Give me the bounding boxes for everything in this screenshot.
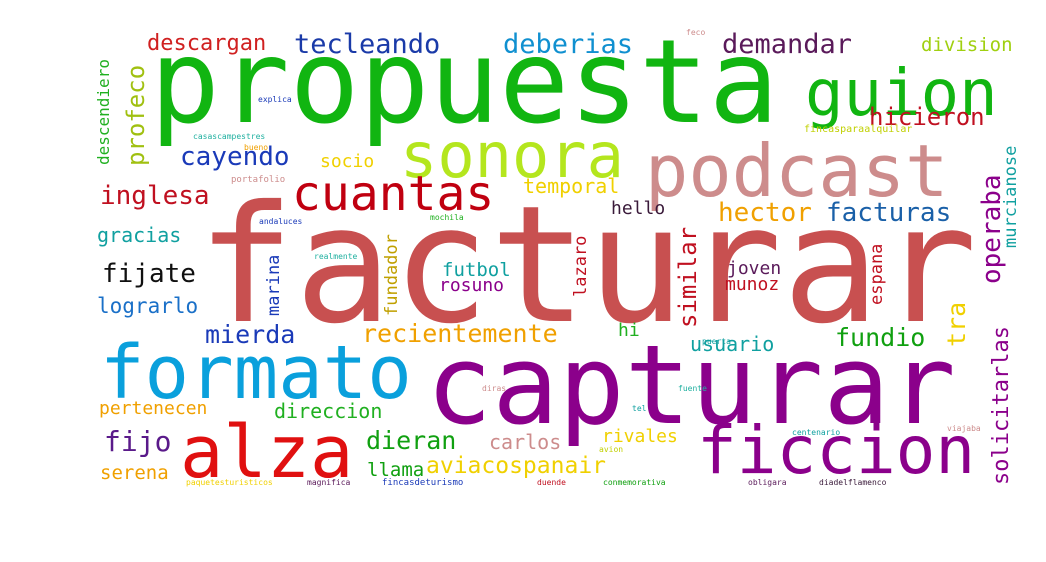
word-inglesa: inglesa <box>100 181 210 211</box>
word-espana: espana <box>867 243 887 305</box>
word-usuario: usuario <box>690 332 775 356</box>
word-alza: alza <box>180 410 354 494</box>
word-dieran: dieran <box>366 426 457 455</box>
word-capturar: capturar <box>426 321 956 449</box>
word-fijate: fijate <box>102 259 196 289</box>
word-division: division <box>921 34 1013 56</box>
word-paquetesturisticos: paquetesturisticos <box>186 478 273 487</box>
word-sonora: sonora <box>400 119 624 192</box>
word-realmente: realmente <box>314 252 358 261</box>
word-gracias: gracias <box>97 223 182 247</box>
word-puerta: puerta <box>702 337 731 346</box>
word-hi: hi <box>618 320 640 341</box>
word-carlos: carlos <box>489 430 562 454</box>
word-cayendo: cayendo <box>180 142 290 172</box>
word-fundio: fundio <box>835 323 926 352</box>
word-guion: guion <box>805 57 998 131</box>
word-hello: hello <box>611 198 666 219</box>
word-descendiero: descendiero <box>94 59 113 165</box>
word-explica: explica <box>258 95 292 104</box>
word-podcast: podcast <box>645 129 949 213</box>
word-fincasparaalquilar: fincasparaalquilar <box>804 124 913 135</box>
word-hicieron: hicieron <box>869 103 985 131</box>
word-propuesta: propuesta <box>150 15 779 150</box>
word-descargan: descargan <box>147 31 267 56</box>
word-serena: serena <box>100 462 169 484</box>
word-centenario: centenario <box>792 428 841 437</box>
word-avion: avion <box>599 445 624 454</box>
word-tra: tra <box>942 301 971 347</box>
word-joven: joven <box>727 258 782 279</box>
word-facturar: facturar <box>197 172 978 360</box>
word-mochila: mochila <box>430 213 464 222</box>
word-andaluces: andaluces <box>259 217 303 226</box>
word-fincasdeturismo: fincasdeturismo <box>382 478 464 488</box>
word-tel: tel <box>632 404 647 413</box>
word-llama: llama <box>367 459 425 481</box>
word-rosuno: rosuno <box>439 275 505 296</box>
word-formato: formato <box>100 330 412 416</box>
word-portafolio: portafolio <box>231 175 286 185</box>
word-duende: duende <box>537 478 566 487</box>
word-fijo: fijo <box>104 425 172 458</box>
word-aviacospanair: aviacospanair <box>426 453 607 479</box>
word-deberias: deberias <box>503 29 634 60</box>
word-diras: diras <box>482 384 507 393</box>
word-conmemorativa: conmemorativa <box>603 478 666 487</box>
word-tecleando: tecleando <box>294 29 441 60</box>
word-viajaba: viajaba <box>947 424 981 433</box>
word-similar: similar <box>674 226 702 328</box>
word-ficcion: ficcion <box>697 412 976 489</box>
word-magnifica: magnifica <box>307 478 351 487</box>
word-recientemente: recientemente <box>362 319 558 348</box>
word-lograrlo: lograrlo <box>97 294 199 318</box>
word-feco: feco <box>686 28 706 37</box>
word-profeco: profeco <box>122 64 150 166</box>
word-diadelflamenco: diadelflamenco <box>819 478 887 487</box>
word-facturas: facturas <box>826 198 952 228</box>
word-direccion: direccion <box>274 399 383 423</box>
word-solicitarlas: solicitarlas <box>989 326 1014 485</box>
word-murcianose: murcianose <box>1001 145 1021 248</box>
word-munoz: munoz <box>725 274 780 295</box>
word-fuente: fuente <box>678 384 707 393</box>
word-demandar: demandar <box>722 29 853 60</box>
word-obligara: obligara <box>748 478 787 487</box>
word-cuantas: cuantas <box>292 166 495 222</box>
word-hector: hector <box>718 198 812 228</box>
word-lazaro: lazaro <box>571 235 591 297</box>
word-marina: marina <box>264 254 284 316</box>
word-futbol: futbol <box>442 259 511 281</box>
word-socio: socio <box>320 151 375 172</box>
word-mierda: mierda <box>205 320 296 349</box>
word-temporal: temporal <box>523 174 620 198</box>
word-rivales: rivales <box>602 426 678 447</box>
word-casascampestres: casascampestres <box>193 132 266 141</box>
word-bueno: bueno <box>244 143 269 152</box>
word-pertenecen: pertenecen <box>99 398 208 419</box>
word-fundador: fundador <box>382 234 402 316</box>
